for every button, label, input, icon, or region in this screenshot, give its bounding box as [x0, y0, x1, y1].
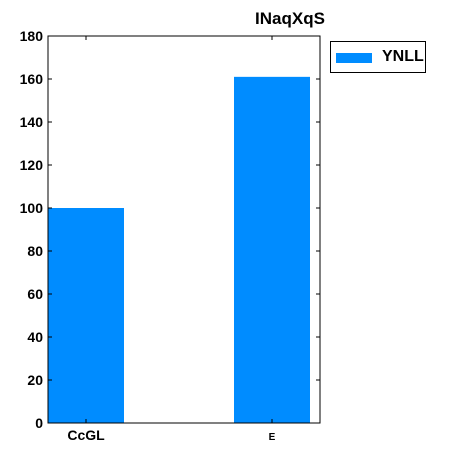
y-tick-label: 60 [27, 286, 43, 302]
y-axis: 0 20 40 60 80 100 120 140 160 180 [20, 28, 320, 431]
y-tick-label: 140 [20, 114, 44, 130]
y-tick-label: 40 [27, 329, 43, 345]
bars-group [48, 76, 310, 423]
y-tick-label: 160 [20, 71, 44, 87]
bar-e [234, 76, 310, 423]
y-tick-label: 0 [35, 415, 43, 431]
chart-title: INaqXqS [255, 9, 325, 28]
y-tick-label: 120 [20, 157, 44, 173]
x-tick-label-e: E [269, 432, 276, 443]
y-tick-label: 180 [20, 28, 44, 44]
legend: YNLL [330, 41, 426, 73]
legend-label-ynll: YNLL [382, 48, 424, 65]
plot-frame [47, 35, 321, 424]
y-tick-label: 80 [27, 243, 43, 259]
legend-swatch-ynll [336, 53, 372, 63]
bar-ccgl [48, 208, 124, 423]
y-tick-label: 100 [20, 200, 44, 216]
x-tick-label-ccgl: CcGL [67, 427, 105, 443]
x-axis: CcGL E [67, 36, 276, 443]
y-tick-label: 20 [27, 372, 43, 388]
